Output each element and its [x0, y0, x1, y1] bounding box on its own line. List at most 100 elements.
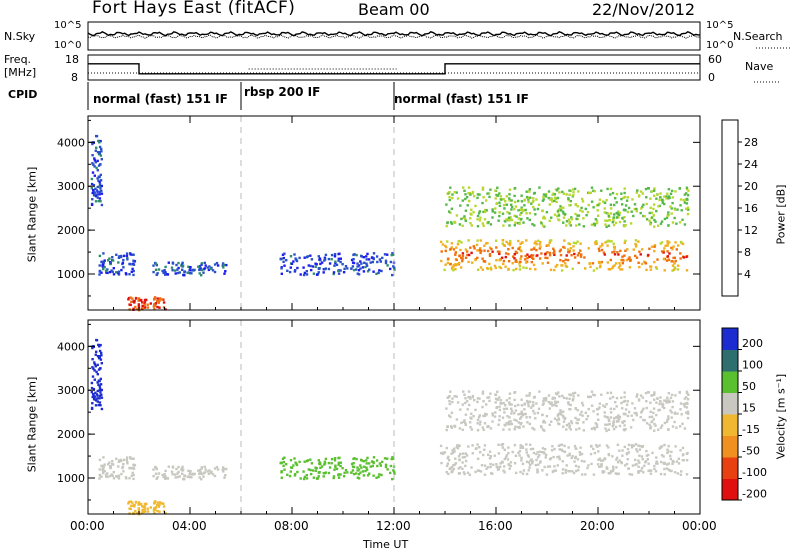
scatter-cell	[91, 395, 94, 399]
scatter-cell	[587, 464, 590, 467]
scatter-cell	[609, 258, 612, 262]
scatter-cell	[157, 505, 160, 508]
scatter-cell	[203, 261, 206, 265]
scatter-cell	[376, 260, 379, 264]
scatter-cell	[362, 474, 366, 477]
scatter-cell	[604, 219, 607, 222]
scatter-cell	[640, 455, 644, 458]
scatter-cell	[98, 141, 101, 144]
scatter-cell	[473, 194, 476, 198]
scatter-cell	[215, 261, 219, 265]
scatter-cell	[536, 207, 540, 211]
scatter-cell	[575, 447, 578, 450]
scatter-cell	[630, 444, 633, 447]
scatter-cell	[504, 265, 507, 268]
scatter-cell	[533, 412, 536, 415]
scatter-cell	[618, 415, 622, 419]
scatter-cell	[598, 202, 601, 205]
scatter-cell	[669, 454, 672, 458]
scatter-cell	[98, 152, 101, 155]
scatter-cell	[365, 262, 368, 265]
scatter-cell	[511, 450, 514, 454]
scatter-cell	[616, 472, 619, 476]
scatter-cell	[470, 412, 473, 415]
scatter-cell	[488, 254, 492, 257]
scatter-cell	[283, 456, 286, 459]
scatter-cell	[585, 418, 588, 421]
scatter-cell	[525, 472, 529, 476]
scatter-cell	[176, 268, 179, 271]
scatter-cell	[483, 448, 486, 451]
scatter-cell	[489, 465, 492, 469]
scatter-cell	[484, 412, 487, 416]
scatter-cell	[577, 252, 581, 255]
scatter-cell	[470, 224, 473, 227]
scatter-cell	[339, 461, 342, 464]
scatter-cell	[634, 254, 637, 258]
scatter-cell	[98, 184, 101, 188]
scatter-cell	[567, 422, 571, 425]
scatter-cell	[99, 383, 103, 386]
scatter-cell	[649, 268, 653, 271]
scatter-cell	[513, 253, 516, 256]
scatter-cell	[96, 190, 99, 193]
scatter-cell	[544, 253, 547, 256]
scatter-cell	[572, 245, 575, 248]
scatter-cell	[580, 459, 584, 463]
scatter-cell	[389, 471, 392, 475]
scatter-cell	[463, 189, 466, 192]
scatter-cell	[473, 398, 476, 402]
scatter-cell	[494, 411, 497, 414]
scatter-cell	[528, 416, 532, 419]
scatter-cell	[154, 466, 158, 469]
scatter-cell	[586, 466, 589, 470]
scatter-cell	[452, 447, 456, 450]
scatter-cell	[600, 189, 603, 192]
scatter-cell	[507, 267, 510, 271]
power-colorbar-label: Power [dB]	[774, 184, 788, 245]
scatter-cell	[655, 462, 658, 465]
scatter-cell	[668, 469, 672, 472]
scatter-cell	[673, 420, 676, 424]
scatter-cell	[485, 467, 488, 470]
scatter-cell	[98, 394, 102, 397]
scatter-cell	[557, 422, 560, 425]
scatter-cell	[469, 397, 472, 400]
noise-left-label: N.Sky	[4, 30, 36, 43]
scatter-cell	[355, 253, 358, 257]
scatter-cell	[653, 464, 656, 468]
scatter-cell	[137, 299, 140, 302]
scatter-cell	[533, 395, 536, 399]
scatter-cell	[657, 224, 660, 227]
scatter-cell	[572, 191, 575, 194]
scatter-cell	[130, 270, 133, 273]
scatter-cell	[557, 418, 561, 421]
scatter-cell	[548, 254, 552, 257]
scatter-cell	[98, 264, 101, 267]
scatter-cell	[448, 198, 451, 202]
scatter-cell	[368, 472, 371, 475]
scatter-cell	[523, 258, 527, 261]
scatter-cell	[320, 465, 324, 468]
scatter-cell	[654, 424, 657, 427]
scatter-cell	[208, 265, 211, 268]
scatter-cell	[541, 451, 544, 454]
scatter-cell	[91, 142, 94, 146]
scatter-cell	[662, 257, 666, 261]
scatter-cell	[485, 413, 488, 416]
freq-left-label-bottom: [MHz]	[4, 66, 37, 79]
scatter-cell	[137, 509, 141, 512]
scatter-cell	[141, 304, 144, 308]
scatter-cell	[117, 271, 120, 275]
scatter-cell	[634, 239, 638, 242]
scatter-cell	[657, 409, 660, 412]
scatter-cell	[478, 414, 481, 417]
freq-left-label-top: Freq.	[4, 53, 32, 66]
scatter-cell	[679, 402, 683, 405]
scatter-cell	[323, 256, 327, 259]
scatter-cell	[531, 254, 535, 257]
scatter-cell	[618, 262, 621, 265]
scatter-cell	[538, 243, 541, 246]
power-panel-bg	[88, 116, 700, 310]
scatter-cell	[649, 427, 652, 430]
